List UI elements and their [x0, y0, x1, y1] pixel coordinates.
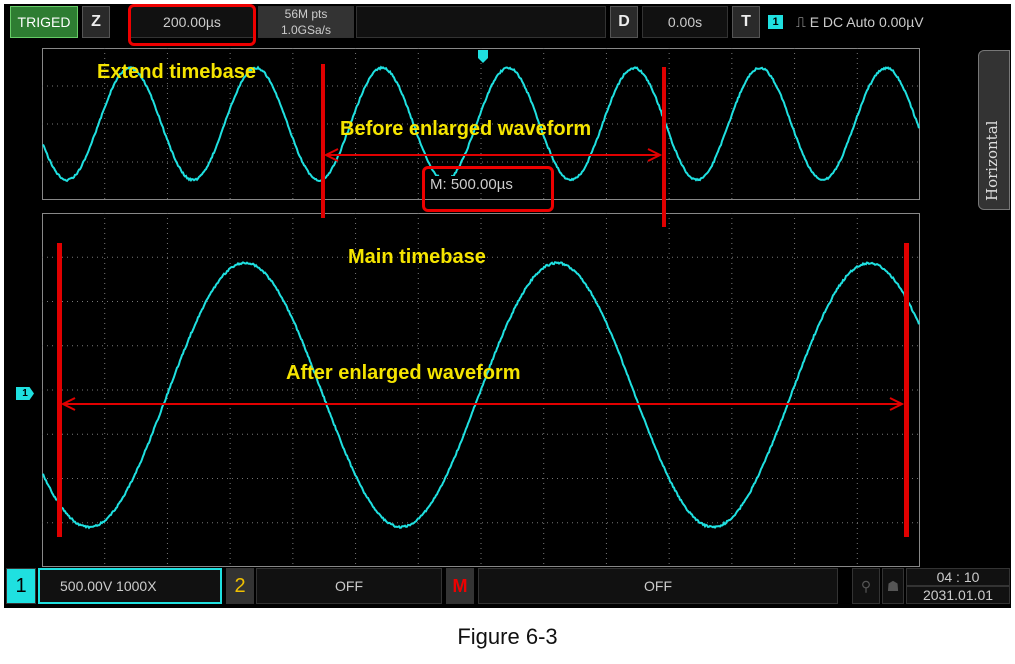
- clock-date: 2031.01.01: [906, 586, 1010, 604]
- network-icon: ☗: [882, 568, 904, 604]
- figure-caption: Figure 6-3: [0, 624, 1015, 650]
- after-arrow: [63, 398, 902, 410]
- ch1-settings[interactable]: 500.00V 1000X: [38, 568, 222, 604]
- ch2-status[interactable]: OFF: [256, 568, 442, 604]
- horizontal-menu-tab[interactable]: Horizontal: [978, 50, 1010, 210]
- after-left-marker: [57, 243, 62, 537]
- extend-timebase-label: Extend timebase: [97, 61, 256, 84]
- before-label: Before enlarged waveform: [340, 118, 591, 141]
- trigger-position-marker: [478, 50, 488, 63]
- after-label: After enlarged waveform: [286, 362, 521, 385]
- clock-time: 04 : 10: [906, 568, 1010, 586]
- horizontal-tab-label: Horizontal: [983, 121, 1001, 201]
- before-left-marker: [321, 64, 325, 218]
- main-timebase-label: Main timebase: [348, 246, 486, 269]
- after-right-marker: [904, 243, 909, 537]
- ch1-button[interactable]: 1: [6, 568, 36, 604]
- ch2-button[interactable]: 2: [226, 568, 254, 604]
- math-status[interactable]: OFF: [478, 568, 838, 604]
- usb-icon: ⚲: [852, 568, 880, 604]
- math-button[interactable]: M: [446, 568, 474, 604]
- before-arrow: [326, 149, 660, 161]
- main-waveform-trace: [43, 262, 919, 528]
- before-right-marker: [662, 67, 666, 227]
